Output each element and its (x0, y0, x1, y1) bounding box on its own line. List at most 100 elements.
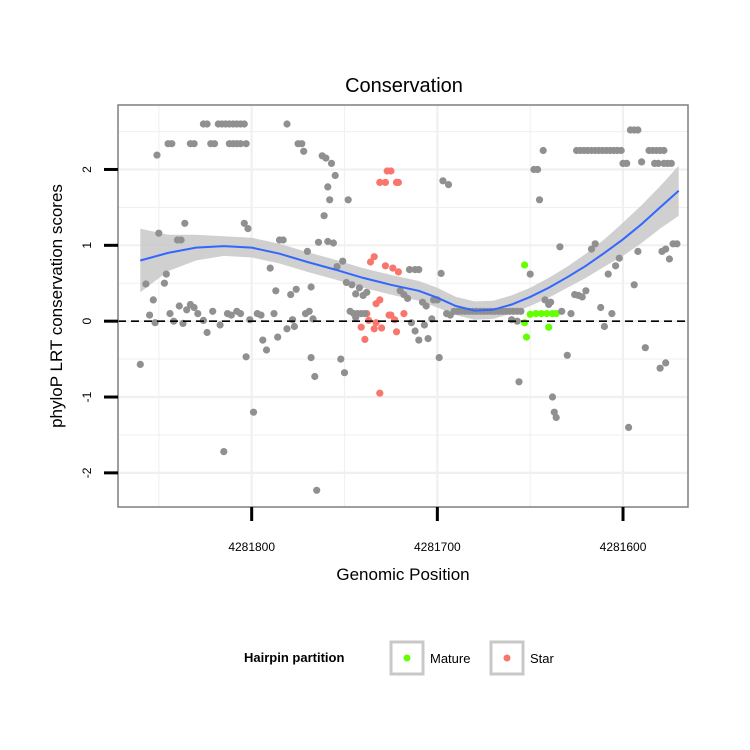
data-point-other (287, 291, 295, 299)
data-point-other (288, 316, 297, 324)
data-point-other (420, 321, 428, 329)
data-point-star (361, 335, 369, 343)
data-point-other (604, 270, 612, 278)
data-point-other (352, 290, 360, 298)
data-point-other (363, 288, 371, 296)
data-point-other (305, 307, 313, 315)
data-point-other (339, 257, 347, 265)
data-point-other (236, 140, 245, 148)
data-point-other (660, 146, 668, 155)
data-point-mature (521, 319, 529, 327)
panel-frame (117, 104, 689, 508)
data-point-other (612, 262, 620, 270)
data-point-other (654, 159, 662, 167)
data-point-other (303, 247, 311, 255)
data-point-other (313, 486, 321, 494)
data-point-star (387, 311, 395, 319)
legend-entry-mature: Mature (389, 640, 470, 676)
data-point-other (435, 354, 443, 362)
data-point-other (155, 229, 163, 237)
data-point-other (236, 310, 245, 318)
data-point-mature (545, 323, 553, 331)
data-point-star (376, 389, 384, 397)
data-point-other (166, 310, 174, 318)
y-tick-label: -2 (80, 467, 94, 478)
legend-label-star: Star (530, 651, 555, 666)
data-point-other (262, 346, 271, 354)
data-point-other (558, 307, 566, 315)
data-point-star (389, 264, 397, 272)
legend-key-star (489, 640, 525, 676)
y-tick-label: -1 (80, 391, 94, 402)
data-point-other (340, 369, 349, 377)
data-point-other (168, 140, 176, 148)
data-point-other (439, 177, 447, 185)
data-point-other (249, 408, 258, 416)
y-tick-label: 1 (80, 242, 94, 249)
data-point-other (556, 243, 564, 251)
y-axis: -2 -1 0 1 2 (80, 166, 118, 478)
data-point-other (517, 307, 525, 315)
data-point-other (591, 240, 599, 248)
data-point-other (244, 225, 252, 233)
data-point-other (311, 372, 319, 381)
data-point-other (415, 266, 423, 274)
data-point-other (333, 263, 341, 271)
data-point-other (582, 287, 590, 295)
legend-entry-star: Star (489, 640, 555, 676)
data-point-other (324, 237, 332, 246)
data-point-other (348, 281, 356, 289)
data-point-other (578, 293, 586, 301)
plot-panel (117, 104, 689, 508)
data-point-other (153, 151, 161, 159)
data-point-other (526, 270, 534, 278)
panel-background (118, 105, 688, 507)
data-point-other (404, 294, 412, 302)
data-point-other (608, 310, 616, 318)
data-point-other (160, 279, 168, 287)
data-point-other (342, 278, 350, 287)
y-tick-label: 0 (80, 318, 94, 325)
data-point-other (625, 423, 633, 431)
data-point-mature (543, 310, 551, 318)
x-tick-label: 4281600 (600, 540, 647, 554)
data-point-other (322, 154, 330, 162)
data-point-other (337, 355, 345, 363)
data-point-other (283, 120, 291, 128)
legend-swatch-star (503, 654, 511, 662)
data-point-other (320, 212, 328, 220)
data-point-star (372, 319, 380, 327)
data-point-other (667, 159, 675, 167)
data-point-other (539, 146, 547, 155)
data-point-other (240, 120, 248, 128)
data-point-other (361, 310, 369, 318)
data-point-other (534, 165, 542, 174)
data-point-other (444, 181, 453, 189)
data-point-other (194, 310, 202, 318)
data-point-other (142, 280, 150, 288)
data-point-other (324, 183, 332, 191)
data-point-other (634, 247, 642, 255)
data-point-other (190, 140, 198, 148)
data-point-other (279, 236, 287, 244)
data-point-other (638, 158, 646, 166)
x-tick-label: 4281700 (414, 540, 461, 554)
data-point-other (300, 147, 308, 155)
legend-swatch-mature (403, 654, 411, 662)
data-point-other (220, 448, 228, 456)
data-point-other (563, 351, 571, 359)
data-point-star (381, 262, 389, 270)
data-point-other (283, 325, 291, 333)
data-point-other (290, 322, 298, 331)
data-point-other (298, 140, 306, 148)
data-point-other (257, 311, 265, 319)
data-point-other (209, 307, 217, 315)
data-point-star (370, 325, 378, 333)
data-point-other (344, 196, 352, 204)
data-point-other (242, 353, 250, 361)
data-point-other (272, 287, 280, 295)
data-point-star (378, 324, 386, 332)
y-tick-label: 2 (80, 166, 94, 173)
data-point-other (136, 360, 144, 368)
